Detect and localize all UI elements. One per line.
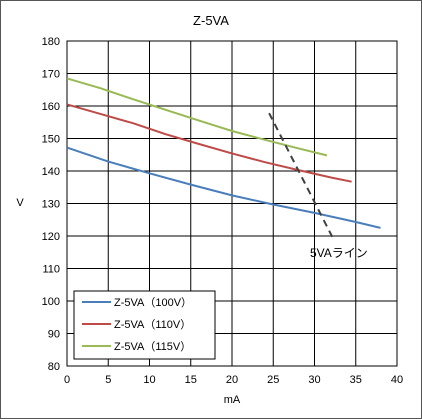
x-axis-label: mA	[224, 394, 241, 406]
legend: Z-5VA（100V） Z-5VA（110V） Z-5VA（115V）	[73, 290, 216, 360]
y-tick-label: 80	[48, 361, 60, 373]
y-tick-label: 130	[42, 199, 60, 211]
series-line-2	[66, 103, 352, 183]
legend-entry-2: Z-5VA（110V）	[114, 318, 191, 331]
x-tick-label: 20	[226, 374, 238, 386]
series-line-3	[66, 77, 328, 157]
legend-entry-3: Z-5VA（115V）	[114, 340, 191, 353]
y-tick-label: 160	[42, 101, 60, 113]
x-tick-label: 5	[105, 374, 111, 386]
y-tick-label: 170	[42, 69, 60, 81]
x-tick-label: 10	[143, 374, 155, 386]
x-tick-label: 25	[267, 374, 279, 386]
y-tick-label: 110	[42, 264, 60, 276]
x-tick-label: 35	[350, 374, 362, 386]
series-lines	[66, 77, 381, 229]
x-tick-label: 30	[308, 374, 320, 386]
x-tick-label: 0	[64, 374, 70, 386]
x-tick-label: 15	[185, 374, 197, 386]
x-tick-label: 40	[391, 374, 403, 386]
legend-entry-1: Z-5VA（100V）	[114, 296, 192, 309]
y-tick-label: 90	[48, 329, 60, 341]
reference-line-label: 5VAライン	[310, 246, 368, 260]
y-axis-label: V	[16, 197, 24, 209]
y-tick-label: 150	[42, 134, 60, 146]
y-tick-label: 140	[42, 166, 60, 178]
chart-title: Z-5VA	[193, 13, 229, 28]
y-tick-label: 100	[42, 296, 60, 308]
y-tick-label: 120	[42, 231, 60, 243]
tick-labels: 80 90 100 110 120 130 140 150 160 170 180 0 5 10 15 20 2…	[42, 36, 403, 386]
series-line-1	[66, 146, 381, 229]
plot-border	[66, 40, 398, 367]
y-tick-label: 180	[42, 36, 60, 48]
plot-area	[66, 40, 398, 367]
